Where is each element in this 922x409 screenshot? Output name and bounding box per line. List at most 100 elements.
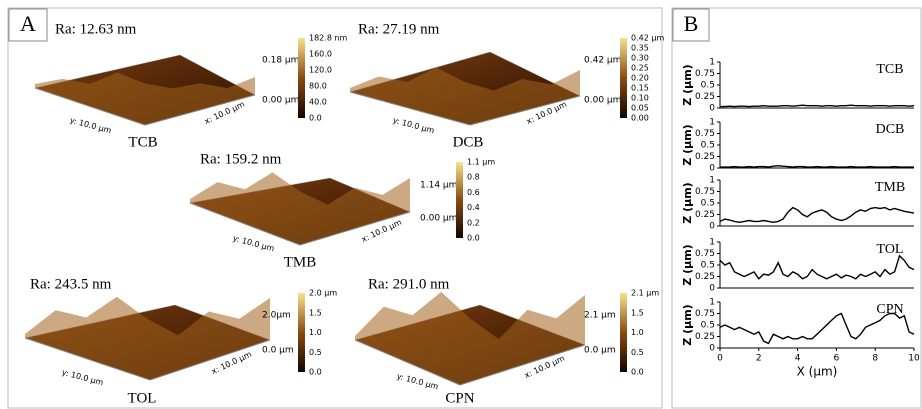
- colorbar-tick-label: 1.1 µm: [467, 158, 495, 167]
- colorbar-tick-label: 1.0: [631, 328, 644, 337]
- axis-label: y: 10.0 µm: [232, 234, 276, 254]
- y-tick-label: 0.75: [695, 69, 715, 79]
- sample-name: DCB: [453, 134, 484, 150]
- colorbar-tick-label: 1.5: [309, 308, 322, 317]
- panel-label: B: [684, 11, 699, 36]
- colorbar-tick-label: 0.10: [631, 94, 649, 103]
- colorbar-tick-label: 0.2: [467, 218, 480, 227]
- z-scale-label: 0.0 µm: [262, 346, 294, 356]
- y-tick-label: 0: [709, 344, 715, 354]
- y-tick-label: 0: [709, 222, 715, 232]
- y-tick-label: 0.5: [701, 141, 715, 151]
- y-tick-label: 0.25: [695, 272, 715, 282]
- y-axis-label: Z (µm): [681, 304, 694, 345]
- y-tick-label: 0.25: [695, 210, 715, 220]
- colorbar-tick-label: 0.15: [631, 84, 649, 93]
- colorbar: [298, 38, 305, 118]
- axis-label: y: 10.0 µm: [69, 116, 113, 136]
- panel-label: A: [20, 11, 36, 36]
- axis-label: y: 10.0 µm: [61, 368, 105, 388]
- profile-annotation: TCB: [876, 62, 903, 77]
- sample-name: TOL: [128, 390, 157, 406]
- z-scale-label: 0.00 µm: [262, 96, 299, 106]
- page: A B Ra: 12.63 nm TCB 0.18 µm 0.00 µm y: 10.0…: [0, 0, 922, 409]
- y-tick-label: 1: [709, 298, 715, 308]
- colorbar-tick-label: 120.0: [309, 66, 332, 75]
- z-scale-label: 0.00 µm: [420, 214, 457, 224]
- profile-line: [720, 105, 914, 106]
- profile-line: [720, 314, 914, 344]
- y-axis-label: Z (µm): [681, 124, 694, 165]
- y-tick-label: 0.25: [695, 152, 715, 162]
- afm-peaks: [355, 292, 585, 385]
- colorbar: [298, 293, 305, 372]
- roughness-label: Ra: 159.2 nm: [200, 151, 282, 167]
- colorbar-tick-label: 2.0 µm: [309, 289, 337, 298]
- colorbar: [620, 293, 627, 372]
- z-scale-label: 2.1 µm: [584, 311, 616, 321]
- z-scale-label: 0.0 µm: [584, 346, 616, 356]
- profile-line: [720, 166, 914, 167]
- y-tick-label: 0.5: [701, 321, 715, 331]
- roughness-label: Ra: 12.63 nm: [55, 21, 137, 37]
- profile-line: [720, 256, 914, 279]
- colorbar-tick-label: 0.0: [631, 368, 644, 377]
- y-tick-label: 0: [709, 104, 715, 114]
- y-tick-label: 0.25: [695, 332, 715, 342]
- colorbar-tick-label: 0.42 µm: [631, 34, 664, 43]
- colorbar-tick-label: 0.35: [631, 44, 649, 53]
- z-scale-label: 0.18 µm: [262, 56, 299, 66]
- y-tick-label: 0: [709, 164, 715, 174]
- roughness-label: Ra: 243.5 nm: [30, 276, 112, 292]
- y-tick-label: 0.75: [695, 129, 715, 139]
- y-tick-label: 0.5: [701, 199, 715, 209]
- colorbar-tick-label: 0.8: [467, 173, 480, 182]
- x-tick-label: 4: [795, 354, 801, 364]
- colorbar-tick-label: 0.05: [631, 104, 649, 113]
- x-tick-label: 8: [872, 354, 878, 364]
- z-scale-label: 1.14 µm: [420, 181, 457, 191]
- y-tick-label: 0.75: [695, 249, 715, 259]
- y-axis-label: Z (µm): [681, 244, 694, 285]
- x-axis-label: X (µm): [797, 365, 838, 379]
- profile-line: [720, 208, 914, 223]
- colorbar-tick-label: 80.0: [309, 82, 327, 91]
- colorbar-tick-label: 2.1 µm: [631, 289, 659, 298]
- figure: A B Ra: 12.63 nm TCB 0.18 µm 0.00 µm y: 10.0…: [0, 0, 922, 409]
- colorbar-tick-label: 0.30: [631, 54, 649, 63]
- z-scale-label: 0.00 µm: [584, 96, 621, 106]
- colorbar-tick-label: 0.6: [467, 188, 480, 197]
- roughness-label: Ra: 291.0 nm: [368, 276, 450, 292]
- sample-name: TCB: [128, 134, 157, 150]
- roughness-label: Ra: 27.19 nm: [358, 21, 440, 37]
- colorbar-tick-label: 0.0: [309, 114, 322, 123]
- colorbar-tick-label: 0.0: [309, 368, 322, 377]
- sample-name: CPN: [445, 390, 474, 406]
- colorbar-tick-label: 0.4: [467, 203, 480, 212]
- sample-name: TMB: [284, 254, 317, 270]
- y-tick-label: 1: [709, 176, 715, 186]
- y-tick-label: 0.5: [701, 81, 715, 91]
- y-axis-label: Z (µm): [681, 182, 694, 223]
- axis-label: y: 10.0 µm: [396, 372, 440, 392]
- x-tick-label: 6: [834, 354, 840, 364]
- colorbar-tick-label: 0.5: [631, 348, 644, 357]
- afm-peaks: [25, 297, 270, 380]
- colorbar-tick-label: 40.0: [309, 98, 327, 107]
- colorbar-tick-label: 182.8 nm: [309, 34, 348, 43]
- y-tick-label: 0.25: [695, 92, 715, 102]
- y-tick-label: 1: [709, 58, 715, 68]
- colorbar-tick-label: 0.00: [631, 114, 649, 123]
- y-tick-label: 1: [709, 118, 715, 128]
- y-tick-label: 0: [709, 284, 715, 294]
- x-tick-label: 10: [908, 354, 920, 364]
- y-tick-label: 0.75: [695, 187, 715, 197]
- axis-label: y: 10.0 µm: [392, 116, 436, 136]
- y-tick-label: 0.75: [695, 309, 715, 319]
- colorbar-tick-label: 0.25: [631, 64, 649, 73]
- profile-annotation: TMB: [875, 180, 905, 195]
- colorbar-tick-label: 0.0: [467, 234, 480, 243]
- z-scale-label: 0.42 µm: [584, 56, 621, 66]
- colorbar-tick-label: 0.20: [631, 74, 649, 83]
- colorbar-tick-label: 160.0: [309, 50, 332, 59]
